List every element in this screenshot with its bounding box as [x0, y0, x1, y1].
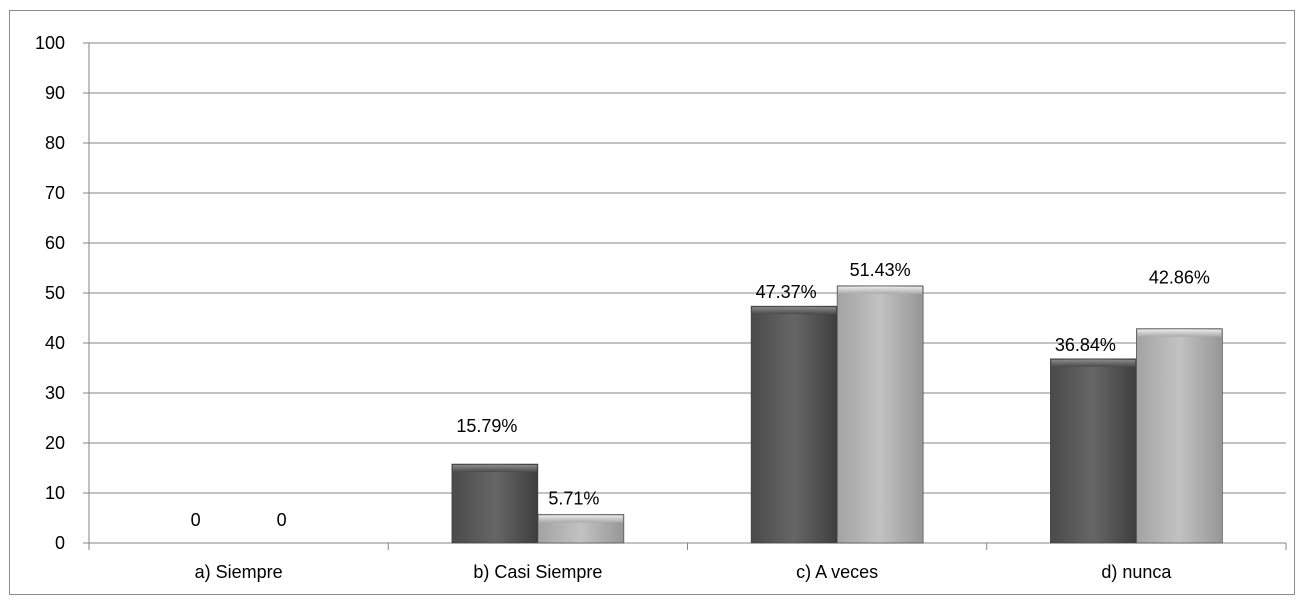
y-tick-label: 40: [45, 333, 65, 353]
data-label: 5.71%: [548, 488, 599, 508]
bar: [1136, 328, 1223, 544]
data-label: 51.43%: [850, 260, 911, 280]
bar-cap: [452, 465, 537, 473]
bar: [451, 463, 539, 544]
x-tick-label: a) Siempre: [195, 562, 283, 582]
x-tick-label: d) nunca: [1101, 562, 1172, 582]
x-tick-label: b) Casi Siempre: [473, 562, 602, 582]
data-label: 42.86%: [1149, 268, 1210, 288]
data-label: 47.37%: [756, 282, 817, 302]
bar: [1050, 358, 1137, 544]
y-tick-label: 60: [45, 233, 65, 253]
y-tick-label: 100: [35, 33, 65, 53]
data-labels: 0 0 15.79% 5.71% 47.37% 51.43% 36.84% 42.86%: [191, 260, 1210, 530]
y-tick-label: 80: [45, 133, 65, 153]
y-tick-label: 50: [45, 283, 65, 303]
y-tick-label: 20: [45, 433, 65, 453]
bar-cap: [838, 286, 923, 294]
data-label: 15.79%: [456, 416, 517, 436]
bars: [451, 285, 1223, 544]
y-tick-label: 70: [45, 183, 65, 203]
axes: 0 10 20 30 40 50 60 70 80 90 100 a) Siempre b) Casi …: [35, 33, 1287, 582]
y-tick-label: 0: [55, 533, 65, 553]
bar: [750, 305, 838, 544]
bar-cap: [538, 515, 623, 523]
bar: [836, 285, 924, 544]
y-tick-label: 30: [45, 383, 65, 403]
data-label: 0: [191, 510, 201, 530]
bar-cap: [1051, 359, 1136, 367]
x-tick-label: c) A veces: [796, 562, 878, 582]
bar-cap: [752, 307, 837, 315]
y-tick-label: 90: [45, 83, 65, 103]
data-label: 36.84%: [1055, 335, 1116, 355]
data-label: 0: [277, 510, 287, 530]
bar-cap: [1137, 329, 1222, 337]
y-tick-label: 10: [45, 483, 65, 503]
